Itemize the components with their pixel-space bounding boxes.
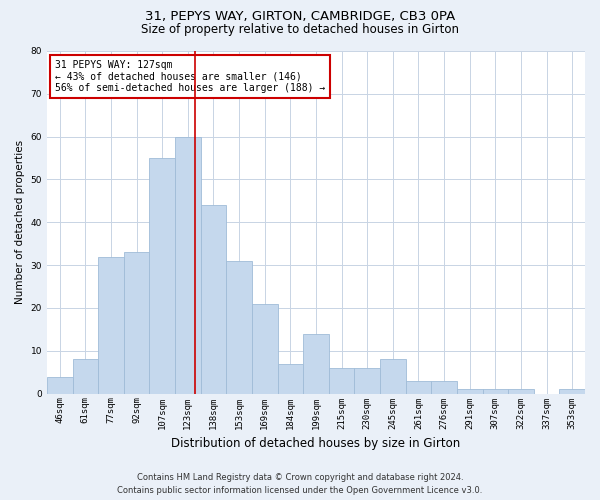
Bar [149,158,175,394]
Bar [47,376,73,394]
Bar [559,390,585,394]
Text: Contains HM Land Registry data © Crown copyright and database right 2024.
Contai: Contains HM Land Registry data © Crown c… [118,474,482,495]
Bar [482,390,508,394]
Bar [278,364,303,394]
Bar [508,390,534,394]
Bar [355,368,380,394]
Bar [329,368,355,394]
Text: 31, PEPYS WAY, GIRTON, CAMBRIDGE, CB3 0PA: 31, PEPYS WAY, GIRTON, CAMBRIDGE, CB3 0P… [145,10,455,23]
Bar [175,136,200,394]
Bar [124,252,149,394]
Bar [98,256,124,394]
Bar [303,334,329,394]
Y-axis label: Number of detached properties: Number of detached properties [15,140,25,304]
Bar [457,390,482,394]
Bar [73,360,98,394]
Text: 31 PEPYS WAY: 127sqm
← 43% of detached houses are smaller (146)
56% of semi-deta: 31 PEPYS WAY: 127sqm ← 43% of detached h… [55,60,325,93]
Bar [431,381,457,394]
Bar [226,261,252,394]
X-axis label: Distribution of detached houses by size in Girton: Distribution of detached houses by size … [172,437,461,450]
Bar [252,304,278,394]
Bar [200,205,226,394]
Bar [380,360,406,394]
Text: Size of property relative to detached houses in Girton: Size of property relative to detached ho… [141,22,459,36]
Bar [406,381,431,394]
